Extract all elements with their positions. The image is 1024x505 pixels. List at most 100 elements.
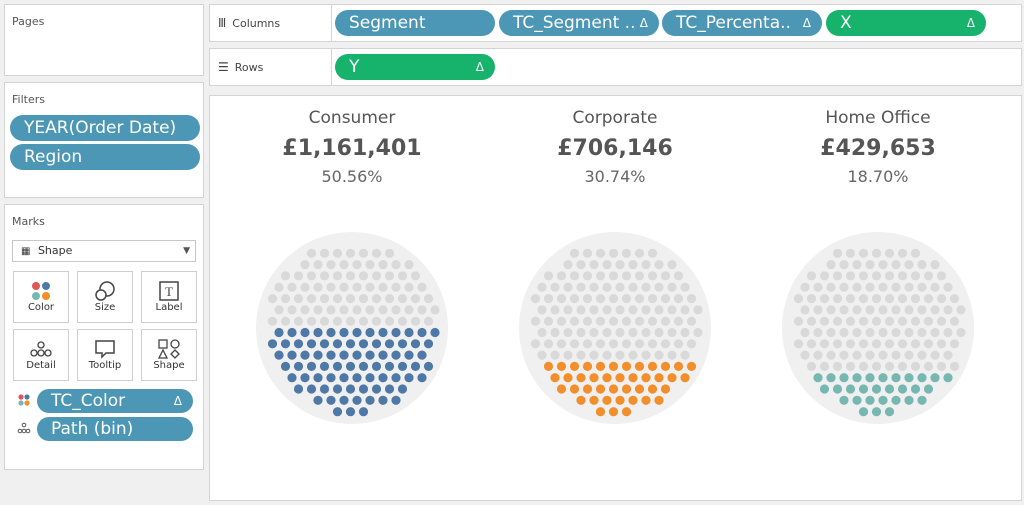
filled-dot — [274, 350, 284, 360]
empty-dot — [949, 316, 960, 326]
filled-dot — [300, 373, 310, 383]
empty-dot — [917, 327, 927, 338]
column-pill-segment[interactable]: Segment — [335, 10, 495, 36]
filled-dot — [865, 395, 875, 405]
empty-dot — [647, 316, 658, 326]
empty-dot — [680, 305, 690, 315]
empty-dot — [576, 260, 586, 270]
filter-pill-region[interactable]: Region — [10, 144, 200, 170]
filled-dot — [391, 350, 401, 360]
filled-dot — [641, 373, 651, 383]
filled-dot — [306, 339, 317, 349]
filled-dot — [647, 361, 658, 371]
filled-dot — [313, 327, 323, 338]
filled-dot — [556, 361, 567, 371]
filled-dot — [345, 361, 356, 371]
label-button[interactable]: T Label — [141, 271, 197, 323]
filled-dot — [608, 384, 619, 394]
tooltip-button[interactable]: Tooltip — [77, 329, 133, 381]
empty-dot — [300, 260, 310, 270]
filled-dot — [410, 339, 421, 349]
rows-icon: ☰ — [218, 60, 229, 74]
empty-dot — [891, 305, 901, 315]
row-pill-y[interactable]: Y Δ — [335, 54, 495, 80]
filled-dot — [358, 361, 369, 371]
tc-color-pill[interactable]: TC_Color Δ — [37, 389, 193, 413]
filled-dot — [852, 373, 862, 383]
empty-dot — [615, 305, 625, 315]
shape-button[interactable]: Shape — [141, 329, 197, 381]
empty-dot — [556, 316, 567, 326]
empty-dot — [589, 327, 599, 338]
filled-dot — [845, 384, 856, 394]
empty-dot — [332, 316, 343, 326]
empty-dot — [430, 305, 440, 315]
empty-dot — [384, 271, 395, 281]
empty-dot — [417, 282, 427, 292]
empty-dot — [576, 350, 586, 360]
delta-icon: Δ — [173, 394, 182, 408]
empty-dot — [858, 248, 869, 258]
filled-dot — [602, 373, 612, 383]
column-pill-x[interactable]: X Δ — [826, 10, 986, 36]
filled-dot — [287, 373, 297, 383]
filled-dot — [404, 350, 414, 360]
segment-percent: 30.74% — [584, 167, 646, 186]
empty-dot — [621, 339, 632, 349]
filter-pill-year[interactable]: YEAR(Order Date) — [10, 115, 200, 141]
empty-dot — [884, 316, 895, 326]
empty-dot — [287, 305, 297, 315]
filled-dot — [680, 373, 690, 383]
empty-dot — [878, 260, 888, 270]
empty-dot — [582, 294, 593, 304]
empty-dot — [800, 305, 810, 315]
empty-dot — [884, 361, 895, 371]
empty-dot — [634, 248, 645, 258]
empty-dot — [956, 327, 966, 338]
empty-dot — [865, 305, 875, 315]
filled-dot — [839, 395, 849, 405]
empty-dot — [904, 282, 914, 292]
empty-dot — [826, 260, 836, 270]
empty-dot — [693, 305, 703, 315]
empty-dot — [410, 271, 421, 281]
filled-dot — [332, 361, 343, 371]
empty-dot — [332, 294, 343, 304]
column-pill-tc-percentage[interactable]: TC_Percenta.. Δ — [662, 10, 822, 36]
filled-dot — [293, 361, 304, 371]
empty-dot — [628, 350, 638, 360]
empty-dot — [537, 327, 547, 338]
empty-dot — [858, 316, 869, 326]
empty-dot — [852, 350, 862, 360]
empty-dot — [563, 305, 573, 315]
empty-dot — [582, 271, 593, 281]
filled-dot — [326, 350, 336, 360]
empty-dot — [589, 305, 599, 315]
empty-dot — [826, 305, 836, 315]
empty-dot — [410, 316, 421, 326]
filters-panel: Filters YEAR(Order Date) Region — [4, 82, 204, 198]
filled-dot — [654, 373, 664, 383]
filled-dot — [884, 407, 895, 417]
empty-dot — [936, 294, 947, 304]
filled-dot — [576, 395, 586, 405]
column-pill-tc-segment[interactable]: TC_Segment .. Δ — [499, 10, 659, 36]
empty-dot — [417, 305, 427, 315]
color-button[interactable]: Color — [13, 271, 69, 323]
detail-button[interactable]: Detail — [13, 329, 69, 381]
empty-dot — [530, 316, 541, 326]
empty-dot — [634, 271, 645, 281]
shapes-icon — [142, 330, 196, 360]
size-label: Size — [94, 302, 116, 313]
filled-dot — [345, 339, 356, 349]
rows-shelf-label: ☰ Rows — [210, 49, 332, 85]
empty-dot — [897, 271, 908, 281]
detail-label: Detail — [26, 360, 56, 371]
empty-dot — [930, 327, 940, 338]
size-button[interactable]: Size — [77, 271, 133, 323]
mark-type-dropdown[interactable]: ▦ Shape ▼ — [12, 240, 196, 262]
path-bin-pill[interactable]: Path (bin) — [37, 417, 193, 441]
viz-canvas: Consumer £1,161,401 50.56% Corporate £70… — [209, 95, 1022, 501]
empty-dot — [608, 248, 619, 258]
empty-dot — [832, 316, 843, 326]
